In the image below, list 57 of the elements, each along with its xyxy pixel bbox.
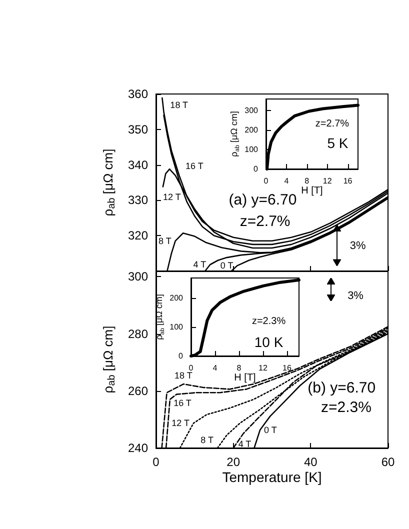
y-tick-label: 240: [128, 441, 148, 455]
annotation: z=2.7%: [240, 212, 290, 230]
x-axis-title: H [T]: [301, 185, 324, 196]
y-tick-label: 300: [244, 106, 259, 116]
annotation: 3%: [348, 290, 364, 302]
annotation: (a) y=6.70: [228, 192, 297, 209]
y-tick-label: 350: [128, 122, 148, 136]
y-tick-label: 320: [128, 228, 148, 243]
annotation: 10 K: [254, 334, 284, 350]
series-label: 12 T: [163, 192, 182, 202]
series-label: 16 T: [185, 161, 204, 172]
y-tick-label: 300: [128, 270, 148, 284]
annotation: 3%: [350, 240, 366, 252]
y-tick-label: 260: [128, 384, 148, 398]
x-tick-label: 12: [322, 176, 332, 186]
series-label: 12 T: [172, 418, 190, 428]
series-label: 0 T: [220, 260, 234, 271]
annotation: 5 K: [327, 135, 349, 152]
series-label: 4 T: [238, 439, 252, 449]
x-tick-label: 8: [236, 364, 242, 372]
y-tick-label: 330: [128, 193, 148, 208]
x-tick-label: 60: [381, 455, 395, 469]
x-tick-label: 4: [284, 176, 290, 186]
y-axis-title: ρab [μΩ cm]: [100, 148, 118, 216]
y-axis-title: ρab [μΩ cm]: [100, 326, 118, 394]
annotation: z=2.7%: [315, 118, 350, 130]
annotation: z=2.3%: [252, 316, 286, 328]
x-tick-label: 4: [212, 364, 218, 372]
series-label: 16 T: [174, 398, 192, 408]
series-label: 8 T: [158, 236, 172, 246]
x-tick-label: 8: [304, 176, 310, 186]
x-tick-label: 0: [264, 176, 269, 186]
y-tick-label: 360: [128, 87, 148, 101]
x-tick-label: 0: [152, 455, 160, 469]
y-tick-label: 100: [170, 322, 184, 332]
x-tick-label: 40: [304, 455, 318, 469]
x-axis-title: Temperature [K]: [222, 469, 322, 485]
y-tick-label: 340: [128, 158, 148, 172]
y-tick-label: 200: [244, 126, 259, 135]
x-tick-label: 16: [282, 364, 292, 372]
y-tick-label: 0: [254, 164, 259, 174]
series-label: 0 T: [264, 425, 278, 436]
x-tick-label: 12: [258, 364, 268, 372]
x-axis-title: H [T]: [234, 372, 256, 384]
y-tick-label: 0: [178, 352, 184, 360]
x-tick-label: 20: [226, 455, 240, 469]
series-label: 4 T: [193, 260, 207, 270]
x-tick-label: 0: [188, 364, 194, 372]
series-label: 8 T: [200, 435, 214, 445]
annotation: (b) y=6.70: [308, 379, 376, 396]
series-label: 18 T: [170, 100, 189, 110]
x-tick-label: 16: [343, 176, 353, 186]
annotation: z=2.3%: [321, 398, 372, 416]
y-tick-label: 280: [128, 326, 148, 341]
y-tick-label: 200: [170, 294, 184, 303]
y-tick-label: 100: [244, 145, 259, 154]
series-label: 18 T: [174, 370, 193, 381]
